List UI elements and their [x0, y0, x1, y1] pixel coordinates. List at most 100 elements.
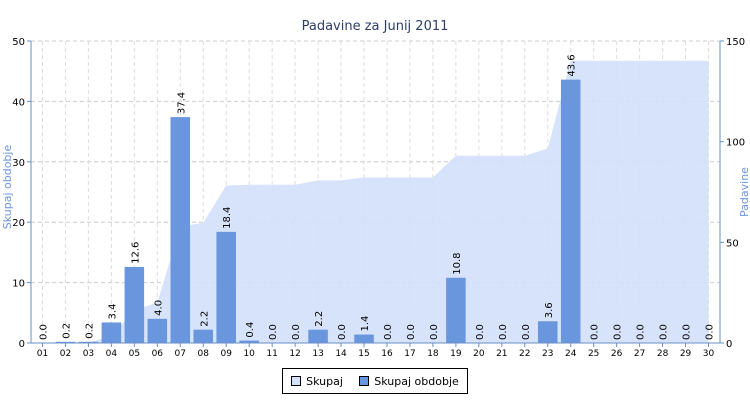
data-label: 0.0 — [268, 324, 279, 340]
x-tick-label: 26 — [611, 349, 623, 359]
legend-item-skupaj-obdobje: Skupaj obdobje — [359, 375, 459, 388]
data-label: 0.0 — [498, 324, 509, 340]
left-tick-label: 20 — [12, 218, 25, 229]
x-tick-label: 21 — [496, 349, 507, 359]
right-tick-label: 50 — [726, 238, 739, 249]
bar — [308, 329, 328, 343]
data-label: 0.0 — [705, 324, 716, 340]
x-tick-label: 29 — [680, 349, 692, 359]
left-tick-label: 30 — [12, 158, 25, 169]
x-tick-label: 04 — [106, 349, 118, 359]
x-tick-label: 11 — [266, 349, 277, 359]
data-label: 2.2 — [314, 311, 325, 327]
x-tick-label: 18 — [427, 349, 439, 359]
right-tick-label: 0 — [726, 339, 732, 350]
data-label: 0.0 — [521, 324, 532, 340]
x-tick-label: 24 — [565, 349, 577, 359]
x-tick-label: 25 — [588, 349, 599, 359]
left-tick-label: 0 — [19, 339, 25, 350]
data-label: 0.2 — [84, 323, 95, 339]
bar — [55, 341, 76, 343]
x-tick-label: 30 — [703, 349, 715, 359]
data-label: 0.0 — [682, 324, 693, 340]
data-label: 3.4 — [107, 304, 118, 320]
data-label: 10.8 — [452, 253, 463, 275]
x-tick-label: 15 — [358, 349, 369, 359]
data-label: 0.0 — [337, 324, 348, 340]
right-tick-label: 100 — [726, 138, 745, 149]
bar — [216, 231, 236, 343]
left-axis-title: Skupaj obdobje — [1, 145, 14, 230]
bar — [354, 334, 374, 343]
left-tick-label: 40 — [12, 97, 25, 108]
data-label: 0.0 — [613, 324, 624, 340]
bar — [193, 329, 214, 343]
x-tick-label: 12 — [289, 349, 300, 359]
data-label: 3.6 — [544, 302, 555, 318]
data-label: 12.6 — [130, 242, 141, 264]
x-tick-label: 28 — [657, 349, 669, 359]
x-tick-label: 14 — [335, 349, 347, 359]
x-tick-label: 10 — [243, 349, 255, 359]
x-tick-label: 07 — [175, 349, 186, 359]
data-label: 0.2 — [61, 323, 72, 339]
x-tick-label: 19 — [450, 349, 462, 359]
data-label: 0.0 — [659, 324, 670, 340]
bar — [124, 266, 145, 343]
data-label: 2.2 — [199, 311, 210, 327]
x-tick-label: 13 — [312, 349, 323, 359]
legend-swatch-skupaj-obdobje — [359, 376, 370, 386]
bar — [446, 277, 466, 343]
legend: Skupaj Skupaj obdobje — [282, 368, 468, 394]
data-label: 0.0 — [429, 324, 440, 340]
x-tick-label: 08 — [198, 349, 210, 359]
bar-series-skupaj-obdobje — [55, 79, 581, 343]
x-tick-label: 16 — [381, 349, 393, 359]
left-tick-label: 50 — [12, 37, 25, 48]
bar — [537, 321, 558, 343]
legend-label-skupaj: Skupaj — [306, 374, 343, 388]
left-tick-label: 10 — [12, 279, 25, 290]
area-series-skupaj — [42, 60, 709, 344]
data-label: 0.0 — [291, 324, 302, 340]
x-tick-label: 02 — [60, 349, 71, 359]
x-tick-label: 22 — [519, 349, 530, 359]
data-label: 37.4 — [176, 92, 187, 114]
data-label: 43.6 — [567, 54, 578, 76]
x-tick-label: 20 — [473, 349, 485, 359]
data-label: 0.0 — [475, 324, 486, 340]
x-tick-label: 27 — [634, 349, 645, 359]
data-label: 18.4 — [222, 207, 233, 229]
bar — [560, 79, 581, 343]
data-label: 0.0 — [636, 324, 647, 340]
data-label: 0.0 — [406, 324, 417, 340]
bar — [147, 318, 168, 343]
data-label: 0.0 — [38, 324, 49, 340]
data-label: 4.0 — [153, 300, 164, 316]
x-tick-label: 01 — [37, 349, 48, 359]
right-tick-label: 150 — [726, 37, 745, 48]
x-tick-label: 06 — [152, 349, 164, 359]
x-tick-labels: 01 02 03 04 05 06 07 08 09 10 11 12 13 14 15 16 17 18 19 20… — [37, 343, 715, 359]
right-tick-labels: 0 50 100 150 — [720, 37, 745, 350]
x-tick-label: 23 — [542, 349, 553, 359]
data-label: 0.4 — [245, 322, 256, 338]
x-tick-label: 09 — [220, 349, 232, 359]
data-label: 1.4 — [360, 316, 371, 332]
x-tick-label: 17 — [404, 349, 415, 359]
x-tick-label: 05 — [129, 349, 140, 359]
bar — [239, 340, 259, 343]
bar — [101, 322, 122, 343]
data-label: 0.0 — [590, 324, 601, 340]
legend-swatch-skupaj — [291, 376, 302, 386]
left-tick-labels: 0 10 20 30 40 50 — [12, 37, 31, 350]
bar — [78, 341, 99, 343]
data-label: 0.0 — [383, 324, 394, 340]
legend-label-skupaj-obdobje: Skupaj obdobje — [374, 374, 459, 388]
bar — [170, 117, 191, 343]
legend-item-skupaj: Skupaj — [291, 375, 343, 388]
right-axis-title: Padavine — [738, 167, 750, 217]
x-tick-label: 03 — [83, 349, 94, 359]
chart-title: Padavine za Junij 2011 — [302, 19, 449, 34]
